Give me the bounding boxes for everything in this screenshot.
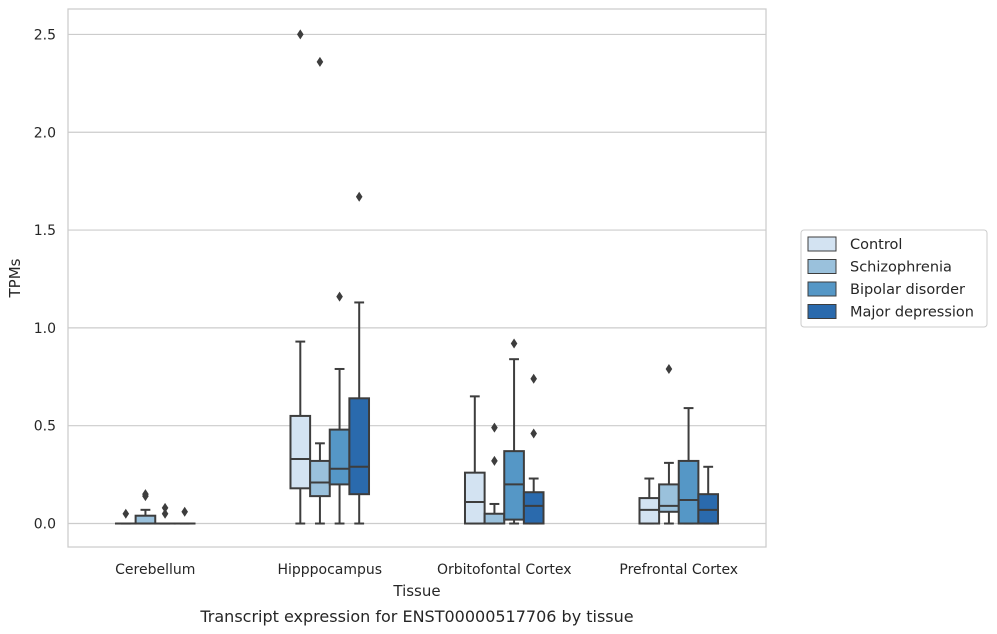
box xyxy=(309,459,331,498)
x-tick-label: Hipppocampus xyxy=(277,562,382,578)
box xyxy=(677,459,700,525)
y-tick-label: 2.0 xyxy=(34,125,56,141)
category-group xyxy=(638,363,720,525)
box xyxy=(348,397,371,496)
y-tick-labels: 0.0 0.5 1.0 1.5 2.0 2.5 xyxy=(34,27,56,532)
plot-frame xyxy=(67,8,767,548)
outlier-point xyxy=(181,506,188,517)
outlier-point xyxy=(122,508,130,519)
box xyxy=(522,491,545,525)
legend-swatch xyxy=(807,259,837,274)
box xyxy=(463,471,486,525)
box-groups xyxy=(114,29,720,525)
legend-label: Control xyxy=(850,237,902,253)
y-axis-label: TPMs xyxy=(6,258,24,298)
category-group xyxy=(114,489,196,525)
legend-swatch xyxy=(807,236,837,252)
outlier-point xyxy=(510,338,518,349)
y-tick-label: 0.0 xyxy=(34,517,56,533)
x-tick-label: Prefrontal Cortex xyxy=(619,562,738,578)
legend: Control Schizophrenia Bipolar disorder Majo… xyxy=(800,229,988,328)
outlier-point xyxy=(530,373,537,384)
outlier-point xyxy=(336,291,343,302)
box xyxy=(328,428,351,486)
legend-swatch xyxy=(807,281,837,297)
outlier-point xyxy=(142,489,149,500)
legend-label: Major depression xyxy=(850,305,974,321)
x-tick-label: Orbitofontal Cortex xyxy=(437,562,572,578)
y-tick-label: 1.0 xyxy=(34,321,56,337)
outlier-point xyxy=(161,502,169,513)
outlier-point xyxy=(530,428,537,439)
y-tick-label: 1.5 xyxy=(34,223,56,239)
outlier-point xyxy=(297,29,304,40)
grid-lines xyxy=(68,33,766,525)
x-axis-label: Tissue xyxy=(392,582,440,600)
outlier-point xyxy=(161,508,169,519)
outlier-point xyxy=(665,363,673,374)
y-tick-label: 0.5 xyxy=(34,419,56,435)
outlier-point xyxy=(316,56,324,67)
category-group xyxy=(289,29,371,525)
outlier-point xyxy=(491,455,498,466)
chart-caption: Transcript expression for ENST0000051770… xyxy=(199,607,633,626)
box xyxy=(289,414,312,490)
x-tick-labels: Cerebellum Hipppocampus Orbitofontal Corte… xyxy=(115,562,738,578)
box xyxy=(658,483,680,513)
legend-frame xyxy=(800,229,988,328)
outlier-point xyxy=(355,191,363,202)
y-tick-label: 2.5 xyxy=(34,27,56,43)
legend-label: Bipolar disorder xyxy=(850,282,965,298)
legend-label: Schizophrenia xyxy=(850,260,952,276)
box xyxy=(483,512,506,525)
category-group xyxy=(463,338,545,525)
box xyxy=(134,514,157,525)
legend-swatch xyxy=(807,304,837,319)
x-tick-label: Cerebellum xyxy=(115,562,195,578)
outlier-point xyxy=(491,422,498,433)
